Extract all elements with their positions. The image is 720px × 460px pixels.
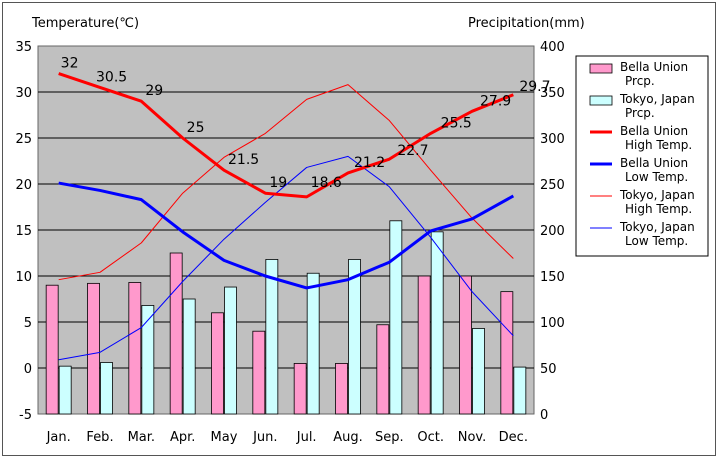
temp-series-line <box>58 84 514 281</box>
left-tick-label: 20 <box>15 178 32 193</box>
x-tick-label: Mar. <box>128 430 155 445</box>
legend-label: Low Temp. <box>625 170 688 184</box>
legend-swatch <box>589 95 613 106</box>
high-temp-data-label: 27.9 <box>480 93 511 109</box>
precip-bar <box>182 298 196 415</box>
legend-label: Prcp. <box>625 74 655 88</box>
x-tick-label: Nov. <box>458 430 487 445</box>
left-tick-label: 0 <box>24 362 32 377</box>
left-axis-title: Temperature(℃) <box>31 16 139 31</box>
high-temp-data-label: 29.7 <box>519 79 550 95</box>
right-tick-label: 100 <box>540 316 565 331</box>
left-tick-label: 10 <box>15 270 32 285</box>
precip-bar <box>306 272 320 415</box>
precip-bar <box>58 365 72 415</box>
high-temp-data-label: 32 <box>61 56 79 72</box>
legend-label: High Temp. <box>625 138 692 152</box>
right-tick-label: 0 <box>540 408 548 423</box>
left-tick-label: 30 <box>15 86 32 101</box>
right-tick-label: 150 <box>540 270 565 285</box>
high-temp-data-label: 25 <box>187 120 205 136</box>
x-tick-label: Jan. <box>46 430 71 445</box>
precip-bar <box>348 259 361 415</box>
x-tick-label: May <box>211 430 238 445</box>
x-tick-label: Feb. <box>86 430 113 445</box>
precip-bar <box>87 282 100 415</box>
left-tick-label: 5 <box>24 316 32 331</box>
right-tick-label: 300 <box>540 132 565 147</box>
legend-label: High Temp. <box>625 202 692 216</box>
x-tick-label: Jun. <box>252 430 277 445</box>
x-axis-ticks: Jan. Feb. Mar. Apr. May Jun. Jul. Aug. Sep. Oct. N… <box>46 430 528 445</box>
precip-bar <box>100 362 113 415</box>
data-labels: 32 30.5 29 25 21.5 19 18.6 21.2 22.7 25.5 27.9 29.7 <box>61 56 551 192</box>
precip-bar <box>430 231 444 415</box>
precip-bar <box>513 366 527 415</box>
precip-bar <box>293 362 307 415</box>
legend-label: Tokyo, Japan <box>619 220 695 234</box>
precip-bar <box>417 275 431 415</box>
legend-swatch <box>589 63 613 74</box>
high-temp-data-label: 19 <box>269 175 287 191</box>
precip-bar <box>472 328 485 415</box>
precip-bar <box>335 362 348 415</box>
high-temp-data-label: 18.6 <box>311 175 342 191</box>
temp-series-line <box>58 155 514 361</box>
gridlines <box>38 91 534 369</box>
right-tick-label: 350 <box>540 86 565 101</box>
left-axis-ticks: -5 0 5 10 15 20 25 30 35 <box>15 40 32 423</box>
legend-label: Bella Union <box>620 124 688 138</box>
temp-series-line <box>58 72 514 199</box>
precip-bar <box>128 282 142 415</box>
high-temp-data-label: 30.5 <box>96 69 127 85</box>
high-temp-data-label: 25.5 <box>441 115 472 131</box>
legend-box <box>575 55 709 257</box>
precip-bar <box>211 312 224 415</box>
precip-bar <box>500 291 514 415</box>
right-axis-ticks: 0 50 100 150 200 250 300 350 400 <box>540 40 565 423</box>
high-temp-data-label: 22.7 <box>397 143 428 159</box>
left-tick-label: 25 <box>15 132 32 147</box>
legend-label: Prcp. <box>625 106 655 120</box>
temp-series-line <box>58 181 515 290</box>
x-tick-label: Apr. <box>170 430 195 445</box>
precip-bar <box>252 330 266 415</box>
x-tick-label: Dec. <box>499 430 528 445</box>
high-temp-data-label: 21.5 <box>228 152 259 168</box>
legend-label: Bella Union <box>620 156 688 170</box>
right-tick-label: 50 <box>540 362 557 377</box>
right-tick-label: 200 <box>540 224 565 239</box>
precip-bars <box>45 220 527 415</box>
precip-bar <box>45 284 59 415</box>
legend-label: Bella Union <box>620 60 688 74</box>
x-tick-label: Jul. <box>296 430 317 445</box>
temp-lines <box>58 72 515 361</box>
x-tick-label: Oct. <box>417 430 444 445</box>
x-tick-label: Sep. <box>375 430 404 445</box>
precip-bar <box>224 286 237 415</box>
precip-bar <box>376 324 390 415</box>
x-tick-label: Aug. <box>333 430 363 445</box>
precip-bar <box>265 259 279 415</box>
precip-bar <box>389 220 403 415</box>
right-tick-label: 250 <box>540 178 565 193</box>
left-tick-label: 35 <box>15 40 32 55</box>
high-temp-data-label: 29 <box>145 83 163 99</box>
right-tick-label: 400 <box>540 40 565 55</box>
precip-bar <box>169 252 183 415</box>
right-axis-title: Precipitation(mm) <box>468 16 585 31</box>
precip-bar <box>459 275 472 415</box>
left-tick-label: 15 <box>15 224 32 239</box>
legend-label: Tokyo, Japan <box>619 92 695 106</box>
legend-label: Tokyo, Japan <box>619 188 695 202</box>
precip-bar <box>141 305 155 415</box>
high-temp-data-label: 21.2 <box>354 155 385 171</box>
legend-label: Low Temp. <box>625 234 688 248</box>
left-tick-label: -5 <box>19 408 32 423</box>
